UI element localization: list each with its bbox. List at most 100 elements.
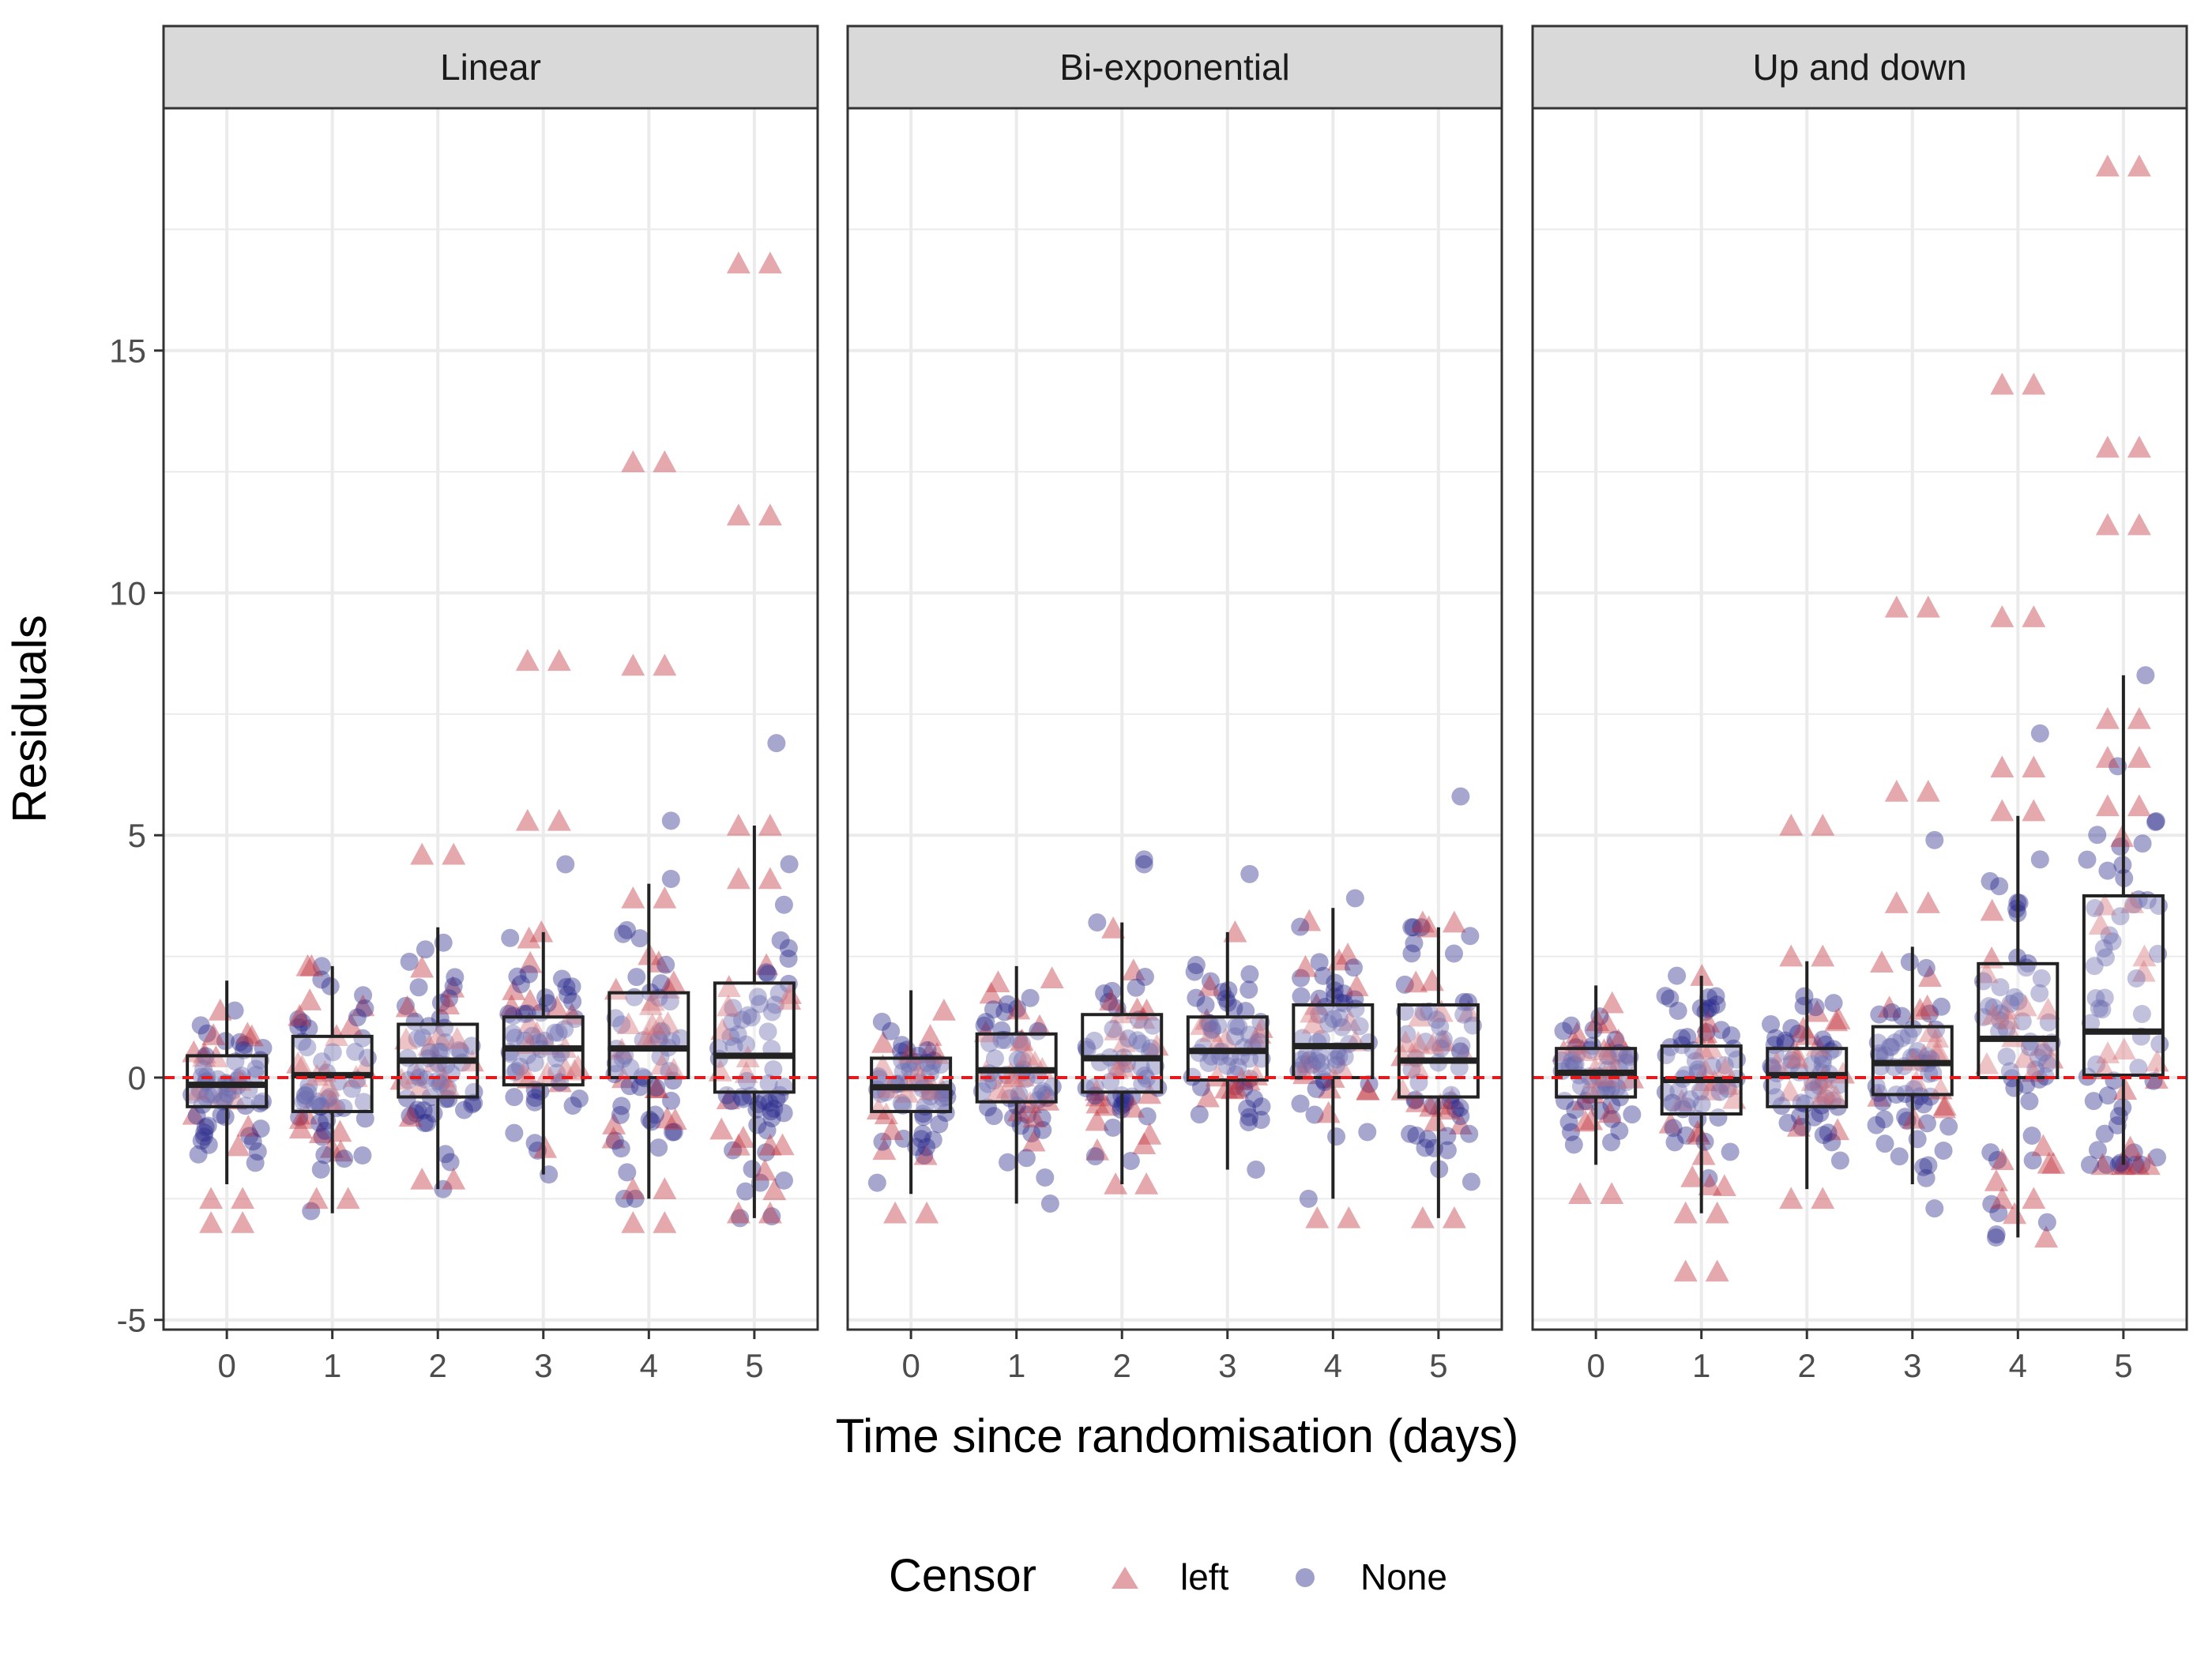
- data-point-none: [1814, 1126, 1833, 1145]
- data-point-left: [1932, 1096, 1957, 1119]
- data-point-left: [1785, 1046, 1809, 1069]
- boxplots: [186, 825, 796, 1218]
- box-body: [1081, 1013, 1164, 1094]
- x-tick-label: 0: [1586, 1347, 1604, 1384]
- data-point-left: [646, 950, 671, 973]
- data-point-none: [439, 1089, 458, 1108]
- data-point-none: [2000, 1062, 2019, 1081]
- data-point-none: [1789, 1024, 1808, 1043]
- data-point-left: [1111, 1055, 1135, 1078]
- data-point-none: [1202, 1020, 1221, 1039]
- data-point-none: [566, 1010, 585, 1029]
- data-point-none: [525, 1053, 544, 1072]
- data-point-none: [1107, 1059, 1126, 1078]
- data-point-none: [2020, 1037, 2039, 1056]
- data-point-none: [1407, 1126, 1426, 1145]
- data-point-none: [187, 1106, 206, 1125]
- data-point-none: [2096, 948, 2115, 967]
- x-tick-label: 3: [1903, 1347, 1921, 1384]
- data-point-none: [1676, 1126, 1695, 1145]
- data-point-none: [1563, 1051, 1582, 1070]
- data-point-none: [1782, 1051, 1801, 1070]
- data-point-left: [1980, 898, 2004, 921]
- data-point-none: [451, 1042, 470, 1061]
- data-point-none: [1678, 1097, 1697, 1116]
- data-point-none: [1327, 1127, 1346, 1146]
- data-point-none: [189, 1145, 208, 1164]
- data-point-none: [1406, 1090, 1425, 1109]
- data-point-none: [912, 1130, 931, 1149]
- data-point-none: [1997, 1019, 2016, 1038]
- outlier-point-left: [726, 251, 750, 274]
- data-point-none: [913, 1124, 932, 1143]
- data-point-none: [1314, 966, 1333, 985]
- outlier-point-left: [758, 1201, 782, 1224]
- data-point-none: [1451, 1042, 1470, 1061]
- data-point-none: [1240, 965, 1259, 984]
- data-point-left: [547, 1070, 572, 1093]
- data-point-left: [1823, 1084, 1848, 1107]
- data-point-none: [2001, 995, 2020, 1014]
- data-point-none: [1085, 1031, 1104, 1050]
- data-point-none: [1132, 1034, 1151, 1053]
- data-point-none: [995, 1031, 1014, 1050]
- data-point-left: [641, 1025, 665, 1048]
- data-point-none: [1225, 1027, 1244, 1046]
- data-point-none: [1013, 1051, 1032, 1070]
- data-point-none: [995, 1003, 1014, 1022]
- data-point-left: [1297, 909, 1322, 931]
- data-point-none: [1036, 1168, 1055, 1187]
- data-point-none: [505, 1088, 524, 1107]
- data-point-none: [1315, 1070, 1334, 1089]
- data-point-none: [1892, 1006, 1911, 1025]
- data-point-none: [1810, 1046, 1829, 1065]
- data-point-none: [2020, 1092, 2039, 1111]
- data-point-left: [294, 1102, 318, 1125]
- data-point-none: [1454, 1005, 1473, 1024]
- data-point-none: [235, 1036, 254, 1055]
- outlier-point-left: [410, 842, 434, 865]
- data-point-left: [663, 1108, 687, 1131]
- data-point-none: [1602, 1096, 1621, 1115]
- data-point-none: [2088, 826, 2107, 845]
- data-point-left: [408, 1074, 432, 1097]
- outlier-point-left: [726, 1133, 750, 1156]
- data-point-left: [1405, 1090, 1429, 1112]
- outlier-point-left: [653, 450, 677, 472]
- data-point-none: [2094, 939, 2113, 958]
- data-point-none: [318, 1089, 337, 1108]
- data-point-left: [208, 1085, 232, 1108]
- data-point-none: [1986, 1228, 2005, 1247]
- data-point-none: [1904, 1019, 1923, 1038]
- data-point-none: [547, 1049, 566, 1068]
- data-point-left: [1824, 1009, 1849, 1032]
- data-point-none: [356, 999, 374, 1018]
- data-point-none: [1982, 1195, 2001, 1213]
- data-point-left: [1416, 915, 1441, 938]
- data-point-none: [2022, 1126, 2041, 1145]
- data-point-none: [408, 1029, 427, 1048]
- data-point-none: [1294, 1055, 1313, 1074]
- data-point-left: [560, 1003, 585, 1025]
- outlier-point-left: [1442, 1206, 1466, 1228]
- data-point-left: [1390, 1078, 1415, 1101]
- data-point-none: [463, 1095, 482, 1114]
- data-point-left: [716, 1087, 740, 1110]
- data-point-none: [2111, 907, 2130, 926]
- data-point-none: [418, 1113, 437, 1132]
- data-point-none: [1191, 1078, 1210, 1097]
- data-point-none: [984, 1107, 1003, 1126]
- data-point-left: [913, 1142, 938, 1165]
- data-point-none: [407, 1104, 426, 1123]
- data-point-none: [1813, 1055, 1832, 1074]
- data-point-left: [2012, 1045, 2037, 1068]
- data-point-none: [894, 1129, 913, 1148]
- data-point-left: [1104, 1057, 1129, 1079]
- outlier-point-left: [1600, 1182, 1624, 1204]
- data-point-none: [722, 1092, 741, 1111]
- data-point-left: [872, 1138, 897, 1161]
- data-point-none: [615, 1189, 634, 1208]
- data-point-none: [1451, 1042, 1470, 1061]
- outlier-point-left: [231, 1211, 255, 1233]
- outlier-point-left: [1916, 891, 1940, 913]
